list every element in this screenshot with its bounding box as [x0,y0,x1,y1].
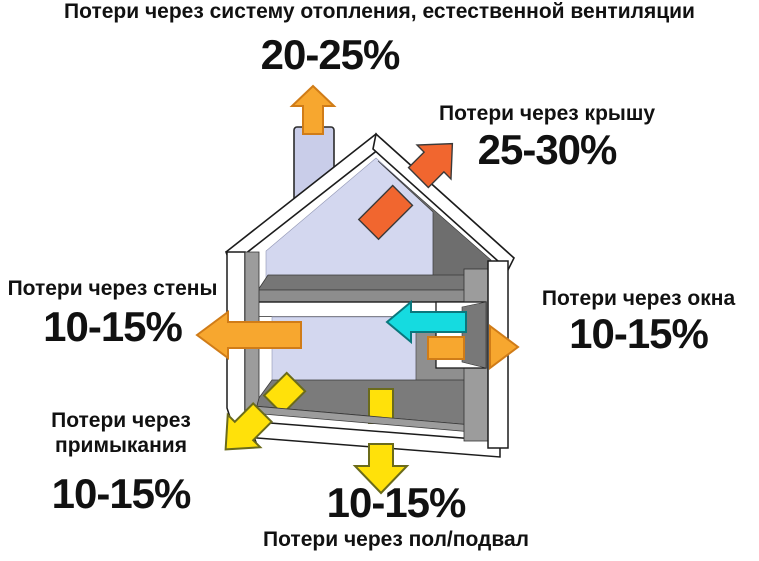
junction-loss-value: 10-15% [51,469,192,517]
ventilation-arrow-icon [289,84,337,135]
wall-loss-group: Потери через стены 10-15% [5,277,220,349]
roof-loss-value: 25-30% [477,125,618,173]
window-loss-value: 10-15% [569,309,709,357]
diagram-title: Потери через систему отопления, естестве… [64,0,695,23]
window-loss-arrow-body-icon [427,336,465,360]
window-loss-arrow-head-icon [489,324,520,370]
floor-loss-label: Потери через пол/подвал [263,528,529,552]
floor-arrow-head-icon [352,443,410,495]
junction-loss-group: Потери через примыкания 10-15% [12,409,230,516]
junction-arrow-head-icon [224,402,273,451]
ventilation-loss-group: 20-25% [160,31,500,78]
junction-loss-label-line2: примыкания [55,433,187,457]
roof-loss-arrow-head-icon [407,142,454,189]
attic-floor-front [257,289,496,304]
infiltration-arrow-icon [385,299,467,345]
roof-loss-arrow-body-icon [357,184,414,241]
floor-loss-value: 10-15% [326,479,467,526]
floor-loss-group: 10-15% Потери через пол/подвал [262,479,530,553]
wall-loss-arrow-icon [195,310,302,360]
window-loss-label: Потери через окна [541,287,736,310]
roof-loss-label: Потери через крышу [438,102,656,125]
attic-floor-top [257,274,496,291]
junction-loss-label-line1: Потери через [51,409,191,432]
junction-arrow-tail-icon [262,371,307,416]
wall-loss-label: Потери через стены [7,277,218,300]
window-loss-group: Потери через окна 10-15% [521,287,756,356]
wall-loss-value: 10-15% [43,302,183,350]
ventilation-loss-value: 20-25% [260,31,401,78]
roof-loss-group: Потери через крышу 25-30% [410,102,684,172]
